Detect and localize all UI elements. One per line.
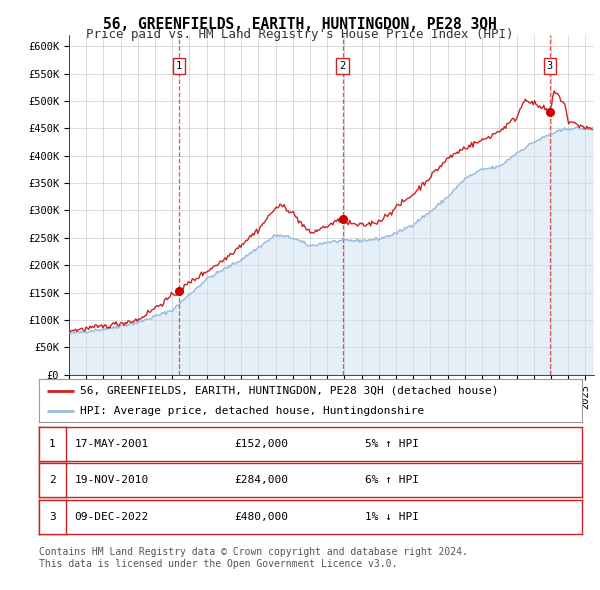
Text: 1% ↓ HPI: 1% ↓ HPI	[365, 512, 419, 522]
Text: This data is licensed under the Open Government Licence v3.0.: This data is licensed under the Open Gov…	[39, 559, 397, 569]
Text: 19-NOV-2010: 19-NOV-2010	[74, 476, 149, 485]
Text: 56, GREENFIELDS, EARITH, HUNTINGDON, PE28 3QH: 56, GREENFIELDS, EARITH, HUNTINGDON, PE2…	[103, 17, 497, 31]
Text: 3: 3	[547, 61, 553, 71]
Text: Price paid vs. HM Land Registry's House Price Index (HPI): Price paid vs. HM Land Registry's House …	[86, 28, 514, 41]
Text: 1: 1	[49, 439, 56, 448]
Text: £152,000: £152,000	[235, 439, 289, 448]
Text: HPI: Average price, detached house, Huntingdonshire: HPI: Average price, detached house, Hunt…	[80, 407, 424, 416]
Text: 6% ↑ HPI: 6% ↑ HPI	[365, 476, 419, 485]
Text: £284,000: £284,000	[235, 476, 289, 485]
Text: 3: 3	[49, 512, 56, 522]
Text: 2: 2	[340, 61, 346, 71]
Text: 56, GREENFIELDS, EARITH, HUNTINGDON, PE28 3QH (detached house): 56, GREENFIELDS, EARITH, HUNTINGDON, PE2…	[80, 386, 498, 396]
Text: 5% ↑ HPI: 5% ↑ HPI	[365, 439, 419, 448]
Text: 09-DEC-2022: 09-DEC-2022	[74, 512, 149, 522]
Text: 2: 2	[49, 476, 56, 485]
Text: Contains HM Land Registry data © Crown copyright and database right 2024.: Contains HM Land Registry data © Crown c…	[39, 547, 468, 557]
Text: £480,000: £480,000	[235, 512, 289, 522]
Text: 17-MAY-2001: 17-MAY-2001	[74, 439, 149, 448]
Text: 1: 1	[176, 61, 182, 71]
